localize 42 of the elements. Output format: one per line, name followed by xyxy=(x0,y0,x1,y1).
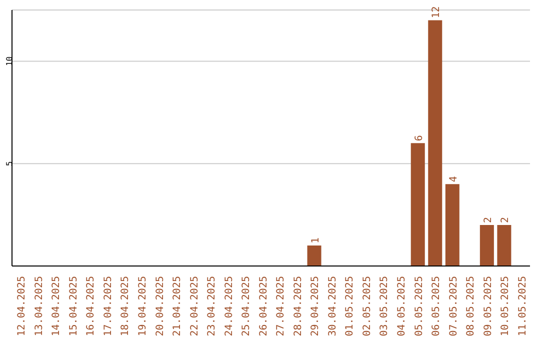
x-tick-label: 22.04.2025 xyxy=(189,276,200,336)
x-tick-label: 08.05.2025 xyxy=(466,276,477,336)
data-label: 6 xyxy=(414,135,425,142)
x-tick-label: 17.04.2025 xyxy=(102,276,114,336)
x-tick-label: 10.05.2025 xyxy=(500,276,512,336)
x-tick-label: 26.04.2025 xyxy=(258,276,270,336)
x-tick-label: 04.05.2025 xyxy=(396,276,408,336)
x-tick-label: 05.05.2025 xyxy=(414,276,425,336)
x-tick-label: 29.04.2025 xyxy=(310,276,322,336)
x-tick-label: 15.04.2025 xyxy=(68,276,80,336)
x-tick-label: 21.04.2025 xyxy=(172,276,184,336)
x-tick-label: 28.04.2025 xyxy=(292,276,304,336)
x-tick-label: 07.05.2025 xyxy=(448,276,460,336)
data-label: 4 xyxy=(448,176,460,182)
x-tick-label: 11.05.2025 xyxy=(517,276,528,336)
x-tick-label: 12.04.2025 xyxy=(16,276,28,336)
bar xyxy=(497,225,512,266)
x-tick-label: 01.05.2025 xyxy=(344,276,356,336)
data-label: 12 xyxy=(431,6,442,18)
bar xyxy=(445,184,460,266)
data-label: 2 xyxy=(482,217,494,224)
x-tick-label: 13.04.2025 xyxy=(34,276,45,336)
data-label: 1 xyxy=(310,237,322,244)
x-tick-label: 18.04.2025 xyxy=(120,276,132,336)
x-tick-label: 20.04.2025 xyxy=(154,276,166,336)
x-tick-label: 03.05.2025 xyxy=(379,276,390,336)
x-tick-label: 14.04.2025 xyxy=(51,276,62,336)
x-tick-label: 09.05.2025 xyxy=(482,276,494,336)
x-tick-label: 06.05.2025 xyxy=(431,276,442,336)
bar xyxy=(428,20,442,266)
x-tick-label: 27.04.2025 xyxy=(276,276,287,336)
bar xyxy=(307,246,322,266)
x-tick-label: 24.04.2025 xyxy=(224,276,235,336)
x-tick-label: 23.04.2025 xyxy=(206,276,218,336)
bar xyxy=(410,143,425,266)
bar xyxy=(480,225,494,266)
x-tick-label: 02.05.2025 xyxy=(362,276,373,336)
x-tick-label: 19.04.2025 xyxy=(138,276,148,336)
x-tick-label: 16.04.2025 xyxy=(86,276,97,336)
data-label: 2 xyxy=(500,217,512,224)
x-tick-label: 25.04.2025 xyxy=(241,276,252,336)
x-tick-label: 30.04.2025 xyxy=(327,276,338,336)
